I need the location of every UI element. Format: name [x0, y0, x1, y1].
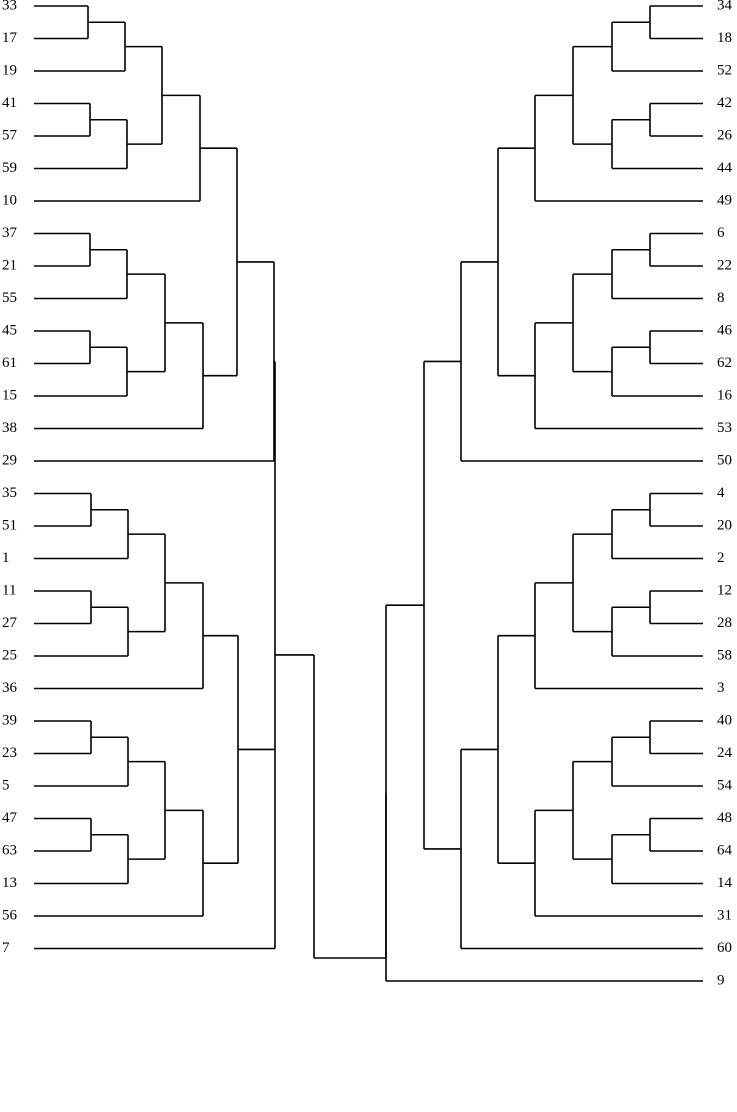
leaf-label-38: 38: [2, 420, 17, 436]
leaf-label-12: 12: [717, 582, 732, 598]
dendrogram-branches: [34, 5, 703, 982]
leaf-label-57: 57: [2, 127, 18, 143]
leaf-label-37: 37: [2, 225, 18, 241]
leaf-label-51: 51: [2, 517, 17, 533]
leaf-label-17: 17: [2, 30, 18, 46]
leaf-label-13: 13: [2, 875, 17, 891]
leaf-label-55: 55: [2, 290, 17, 306]
leaf-label-64: 64: [717, 842, 733, 858]
leaf-label-60: 60: [717, 940, 732, 956]
leaf-label-33: 33: [2, 0, 17, 13]
leaf-label-35: 35: [2, 485, 17, 501]
leaf-label-5: 5: [2, 777, 10, 793]
leaf-label-31: 31: [717, 907, 732, 923]
leaf-label-4: 4: [717, 485, 725, 501]
leaf-label-18: 18: [717, 30, 732, 46]
leaf-label-27: 27: [2, 615, 18, 631]
leaf-label-52: 52: [717, 62, 732, 78]
leaf-label-44: 44: [717, 160, 733, 176]
leaf-label-53: 53: [717, 420, 732, 436]
leaf-label-3: 3: [717, 680, 725, 696]
leaf-label-48: 48: [717, 810, 732, 826]
leaf-label-9: 9: [717, 972, 725, 988]
leaf-label-24: 24: [717, 745, 733, 761]
leaf-label-23: 23: [2, 745, 17, 761]
leaf-label-6: 6: [717, 225, 725, 241]
leaf-label-20: 20: [717, 517, 732, 533]
leaf-label-39: 39: [2, 712, 17, 728]
leaf-label-41: 41: [2, 95, 17, 111]
leaf-label-54: 54: [717, 777, 733, 793]
leaf-label-61: 61: [2, 355, 17, 371]
leaf-label-25: 25: [2, 647, 17, 663]
leaf-label-26: 26: [717, 127, 733, 143]
leaf-label-56: 56: [2, 907, 18, 923]
leaf-label-2: 2: [717, 550, 725, 566]
dendrogram-leaf-labels: 3317194157591037215545611538293551111272…: [2, 0, 733, 988]
leaf-label-16: 16: [717, 387, 733, 403]
leaf-label-63: 63: [2, 842, 17, 858]
leaf-label-14: 14: [717, 875, 733, 891]
leaf-label-42: 42: [717, 95, 732, 111]
leaf-label-29: 29: [2, 452, 17, 468]
leaf-label-19: 19: [2, 62, 17, 78]
leaf-label-45: 45: [2, 322, 17, 338]
leaf-label-8: 8: [717, 290, 725, 306]
leaf-label-28: 28: [717, 615, 732, 631]
leaf-label-40: 40: [717, 712, 732, 728]
leaf-label-34: 34: [717, 0, 733, 13]
leaf-label-11: 11: [2, 582, 16, 598]
leaf-label-46: 46: [717, 322, 733, 338]
leaf-label-62: 62: [717, 355, 732, 371]
leaf-label-58: 58: [717, 647, 732, 663]
leaf-label-49: 49: [717, 192, 732, 208]
leaf-label-1: 1: [2, 550, 10, 566]
leaf-label-21: 21: [2, 257, 17, 273]
leaf-label-7: 7: [2, 940, 10, 956]
leaf-label-36: 36: [2, 680, 18, 696]
leaf-label-22: 22: [717, 257, 732, 273]
leaf-label-50: 50: [717, 452, 732, 468]
leaf-label-10: 10: [2, 192, 17, 208]
leaf-label-59: 59: [2, 160, 17, 176]
leaf-label-15: 15: [2, 387, 17, 403]
leaf-label-47: 47: [2, 810, 18, 826]
